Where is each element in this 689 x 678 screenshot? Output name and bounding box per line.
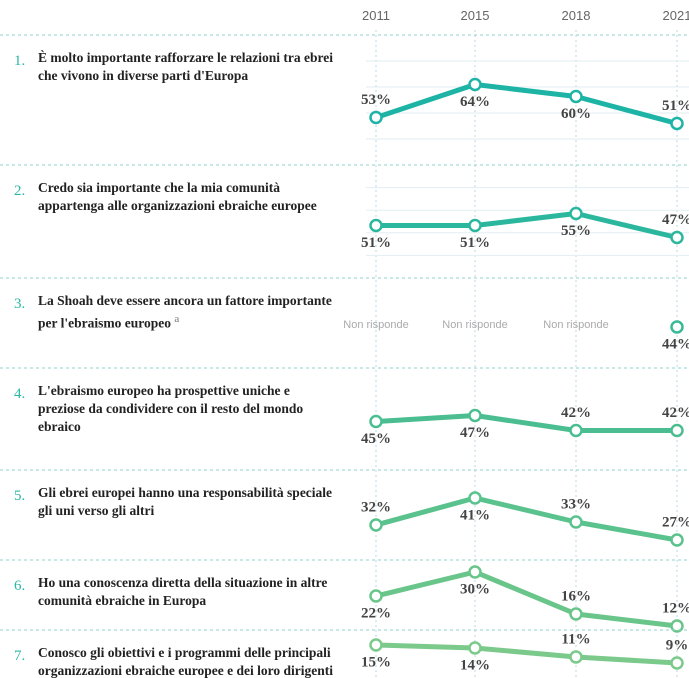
- statement-box: Conosco gli obiettivi e i programmi dell…: [38, 645, 333, 678]
- value-label: 15%: [361, 654, 391, 670]
- value-label: 51%: [460, 235, 490, 251]
- row-number: 1.: [14, 53, 25, 69]
- point: [369, 218, 383, 233]
- point: [369, 589, 383, 603]
- statement-box: Credo sia importante che la mia comunità…: [38, 180, 317, 213]
- value-label: 60%: [561, 106, 591, 122]
- row-number: 6.: [14, 578, 25, 594]
- point: [670, 230, 684, 245]
- statement-box: Gli ebrei europei hanno una responsabili…: [38, 485, 333, 518]
- value-label: 14%: [460, 657, 490, 673]
- statement-box: È molto importante rafforzare le relazio…: [38, 50, 334, 83]
- point: [670, 619, 684, 633]
- value-label: 32%: [361, 499, 391, 515]
- statement-box: La Shoah deve essere ancora un fattore i…: [38, 293, 332, 331]
- point: [369, 110, 383, 125]
- point: [468, 77, 482, 92]
- row-number: 4.: [14, 386, 25, 402]
- year-label: 2018: [562, 8, 591, 23]
- value-label: 9%: [666, 637, 689, 653]
- point: [569, 423, 583, 438]
- value-label: 47%: [662, 212, 689, 228]
- point: [670, 656, 684, 670]
- value-label: 51%: [361, 235, 391, 251]
- value-label: 16%: [561, 588, 591, 604]
- row-number: 3.: [14, 296, 25, 312]
- point: [569, 650, 583, 664]
- trend-line: [376, 211, 678, 240]
- point: [369, 414, 383, 429]
- row-number: 5.: [14, 488, 25, 504]
- value-label: 55%: [561, 223, 591, 239]
- point: [569, 515, 583, 529]
- value-label: 12%: [662, 600, 689, 616]
- point: [569, 607, 583, 621]
- no-response-label: Non risponde: [543, 319, 608, 331]
- value-label: 30%: [460, 581, 490, 597]
- point: [369, 518, 383, 532]
- trend-line: [375, 495, 678, 543]
- value-label: 42%: [662, 405, 689, 421]
- point: [569, 89, 583, 104]
- trend-line: [375, 82, 678, 126]
- value-label: 53%: [361, 92, 391, 108]
- point: [670, 423, 684, 438]
- value-label: 45%: [361, 431, 391, 447]
- statement: Ho una conoscenza diretta della situazio…: [38, 575, 328, 608]
- trend-line: [375, 569, 678, 629]
- trend-line: [375, 413, 677, 433]
- value-label: 41%: [460, 507, 490, 523]
- point: [569, 206, 583, 221]
- statement: Credo sia importante che la mia comunità…: [38, 180, 317, 213]
- year-label: 2015: [461, 8, 490, 23]
- statement: Gli ebrei europei hanno una responsabili…: [38, 485, 333, 518]
- point: [468, 641, 482, 655]
- value-label: 47%: [460, 425, 490, 441]
- no-response-label: Non risponde: [442, 319, 507, 331]
- point: [670, 116, 684, 131]
- statement: La Shoah deve essere ancora un fattore i…: [38, 293, 332, 331]
- value-label: 42%: [561, 405, 591, 421]
- statement: È molto importante rafforzare le relazio…: [38, 50, 334, 83]
- year-label: 2021: [663, 8, 689, 23]
- row-number: 7.: [14, 648, 25, 664]
- value-label: 11%: [561, 631, 590, 647]
- statement: Conosco gli obiettivi e i programmi dell…: [38, 645, 333, 678]
- trend-line: [375, 642, 678, 666]
- value-label: 27%: [662, 514, 689, 530]
- year-label: 2011: [362, 8, 390, 23]
- point: [369, 638, 383, 652]
- statement: L'ebraismo europeo ha prospettive uniche…: [38, 383, 304, 434]
- point: [468, 491, 482, 505]
- value-label: 33%: [561, 496, 591, 512]
- point: [670, 533, 684, 547]
- value-label: 22%: [361, 605, 391, 621]
- statement-box: L'ebraismo europeo ha prospettive uniche…: [38, 383, 304, 434]
- point: [670, 320, 684, 334]
- value-label: 44%: [662, 336, 689, 352]
- row-number: 2.: [14, 183, 25, 199]
- value-label: 64%: [460, 94, 490, 110]
- value-label: 51%: [662, 98, 689, 114]
- statement-box: Ho una conoscenza diretta della situazio…: [38, 575, 328, 608]
- point: [468, 565, 482, 579]
- point: [468, 408, 482, 423]
- point: [468, 218, 482, 233]
- no-response-label: Non risponde: [343, 319, 408, 331]
